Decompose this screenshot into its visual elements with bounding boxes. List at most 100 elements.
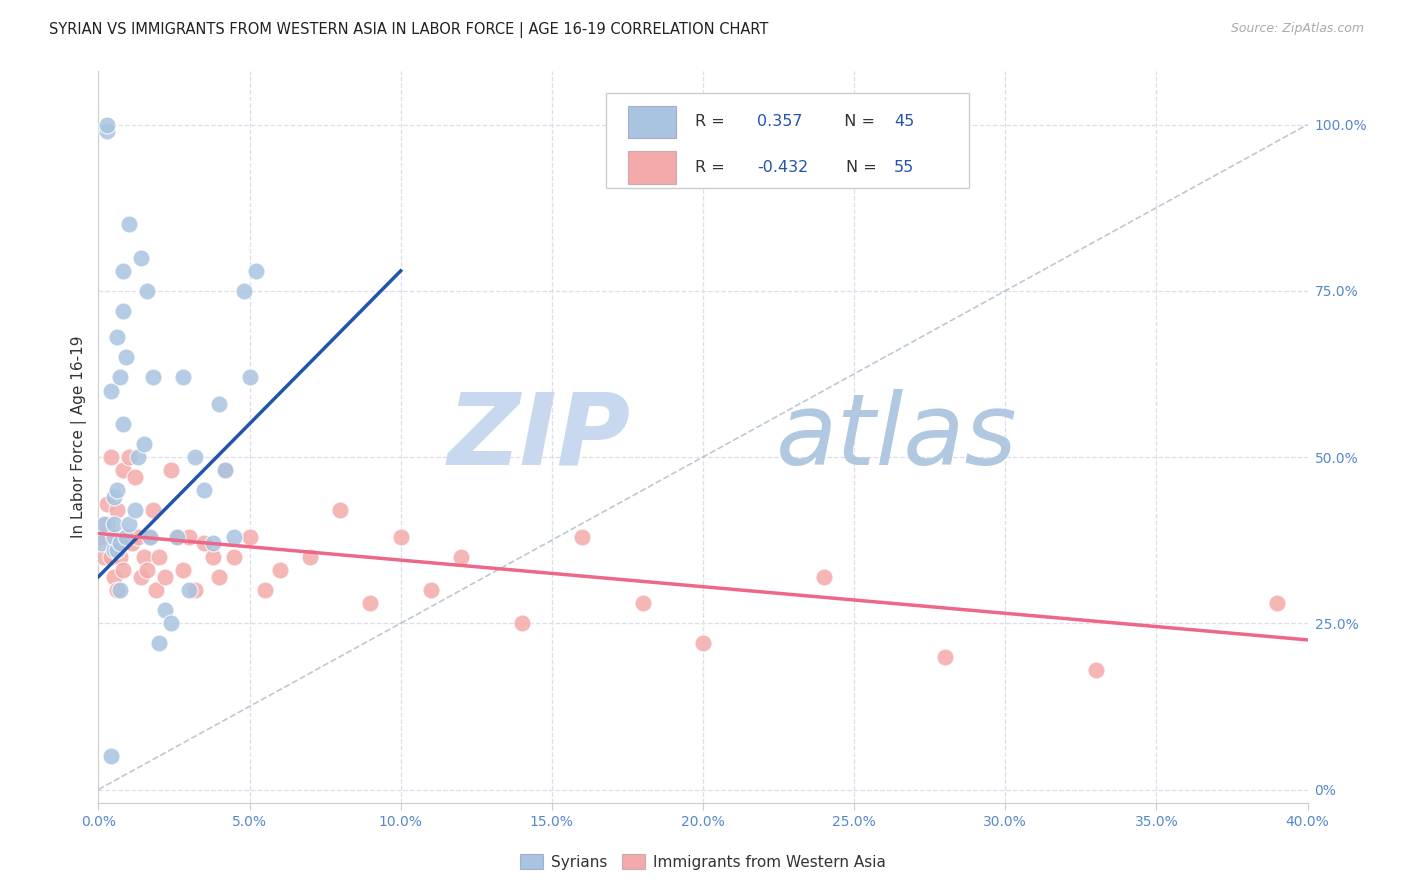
Point: [208, 570, 231, 584]
Point: [132, 549, 155, 564]
Point: [153, 570, 176, 584]
Point: [1085, 663, 1108, 677]
Text: N =: N =: [845, 160, 882, 175]
Text: R =: R =: [695, 160, 730, 175]
Point: [239, 530, 262, 544]
Point: [114, 351, 136, 365]
Point: [103, 530, 125, 544]
Point: [118, 217, 141, 231]
Point: [135, 563, 157, 577]
Point: [111, 563, 134, 577]
Point: [142, 370, 165, 384]
Point: [96, 118, 118, 132]
Point: [121, 536, 143, 550]
Point: [148, 636, 170, 650]
Text: -0.432: -0.432: [758, 160, 808, 175]
Point: [111, 264, 134, 278]
Point: [103, 543, 125, 558]
Point: [132, 436, 155, 450]
Point: [184, 450, 207, 464]
Point: [105, 503, 128, 517]
Point: [108, 549, 131, 564]
Point: [111, 463, 134, 477]
Point: [90, 530, 112, 544]
Point: [208, 397, 231, 411]
Point: [139, 530, 162, 544]
Point: [127, 530, 149, 544]
Point: [111, 417, 134, 431]
Point: [100, 749, 122, 764]
Y-axis label: In Labor Force | Age 16-19: In Labor Force | Age 16-19: [72, 335, 87, 539]
Text: SYRIAN VS IMMIGRANTS FROM WESTERN ASIA IN LABOR FORCE | AGE 16-19 CORRELATION CH: SYRIAN VS IMMIGRANTS FROM WESTERN ASIA I…: [49, 22, 769, 38]
Point: [139, 530, 162, 544]
Point: [571, 530, 593, 544]
Point: [193, 483, 215, 498]
Point: [124, 470, 146, 484]
Point: [224, 530, 246, 544]
Point: [184, 582, 207, 597]
Point: [214, 463, 236, 477]
Point: [114, 530, 136, 544]
Point: [420, 582, 443, 597]
FancyBboxPatch shape: [606, 94, 969, 188]
Point: [166, 530, 188, 544]
Point: [1267, 596, 1289, 610]
Point: [631, 596, 654, 610]
Point: [299, 549, 322, 564]
Point: [127, 450, 149, 464]
Point: [160, 463, 183, 477]
Point: [179, 582, 201, 597]
Point: [142, 503, 165, 517]
Point: [166, 530, 188, 544]
Point: [93, 516, 115, 531]
Legend: Syrians, Immigrants from Western Asia: Syrians, Immigrants from Western Asia: [515, 847, 891, 876]
Point: [224, 549, 246, 564]
Text: 55: 55: [894, 160, 914, 175]
Point: [269, 563, 291, 577]
Point: [103, 530, 125, 544]
Point: [105, 330, 128, 344]
FancyBboxPatch shape: [628, 152, 676, 184]
Point: [389, 530, 412, 544]
Point: [450, 549, 472, 564]
FancyBboxPatch shape: [628, 106, 676, 138]
Point: [103, 536, 125, 550]
Point: [96, 497, 118, 511]
Point: [329, 503, 352, 517]
Point: [108, 582, 131, 597]
Point: [202, 549, 225, 564]
Point: [103, 570, 125, 584]
Point: [172, 370, 194, 384]
Point: [145, 582, 167, 597]
Point: [105, 543, 128, 558]
Point: [214, 463, 236, 477]
Text: 0.357: 0.357: [758, 114, 803, 129]
Point: [232, 284, 254, 298]
Point: [100, 450, 122, 464]
Point: [172, 563, 194, 577]
Point: [96, 124, 118, 138]
Point: [93, 549, 115, 564]
Point: [108, 370, 131, 384]
Point: [105, 483, 128, 498]
Point: [124, 503, 146, 517]
Point: [153, 603, 176, 617]
Point: [813, 570, 835, 584]
Point: [148, 549, 170, 564]
Text: atlas: atlas: [776, 389, 1017, 485]
Point: [103, 490, 125, 504]
Point: [114, 530, 136, 544]
Point: [135, 284, 157, 298]
Point: [202, 536, 225, 550]
Text: R =: R =: [695, 114, 730, 129]
Point: [245, 264, 267, 278]
Point: [160, 616, 183, 631]
Point: [934, 649, 956, 664]
Point: [193, 536, 215, 550]
Point: [129, 570, 152, 584]
Point: [108, 530, 131, 544]
Point: [96, 516, 118, 531]
Point: [179, 530, 201, 544]
Text: N =: N =: [834, 114, 880, 129]
Point: [118, 450, 141, 464]
